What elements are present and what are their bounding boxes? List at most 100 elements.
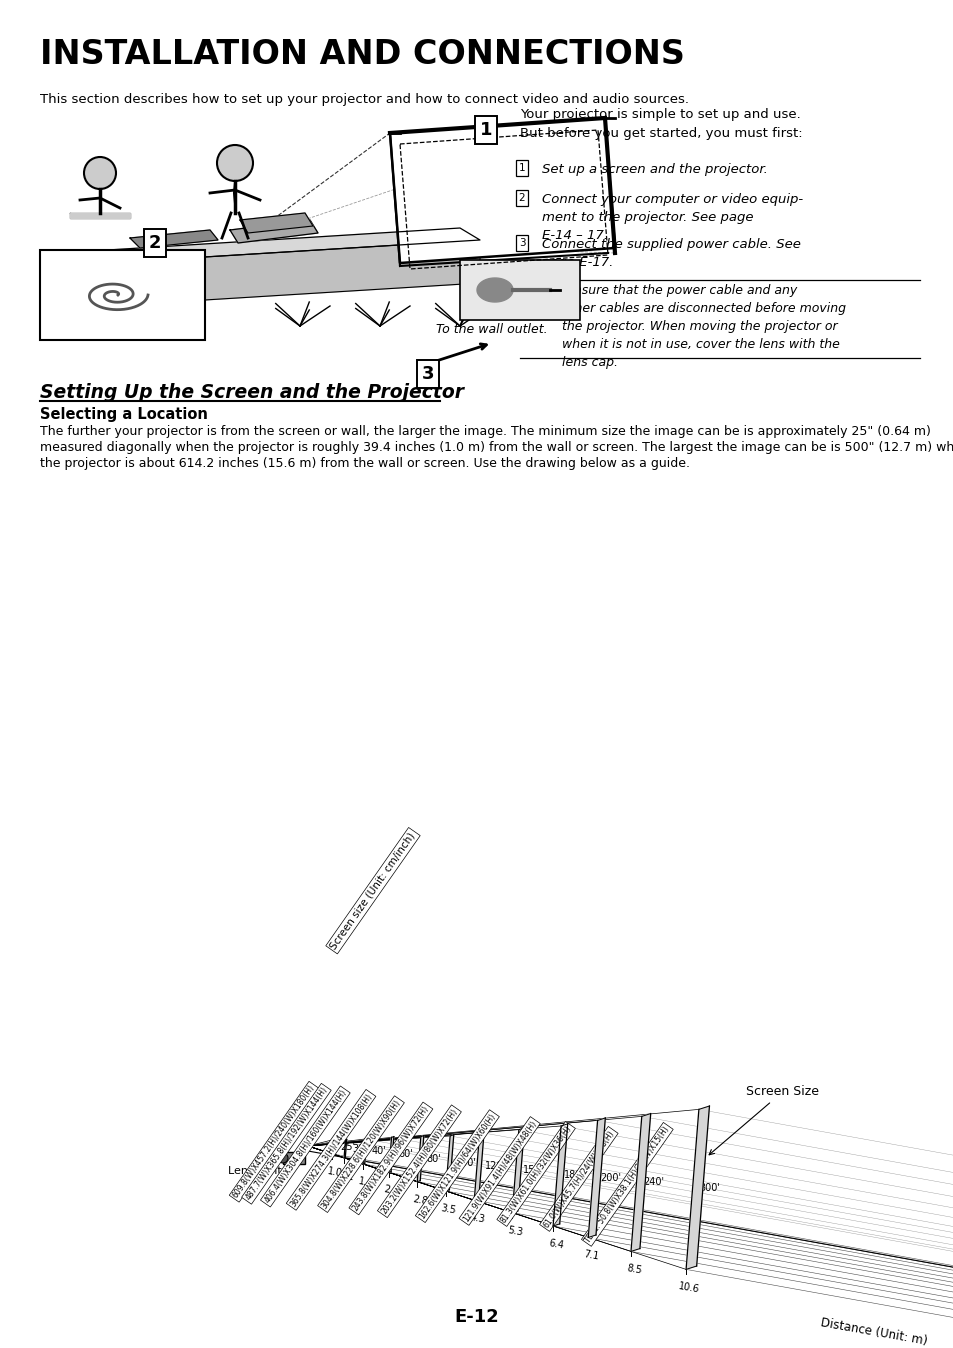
Text: 5.3: 5.3 bbox=[506, 1224, 523, 1237]
Text: 1: 1 bbox=[479, 121, 492, 139]
Polygon shape bbox=[70, 213, 130, 218]
Text: 3.5: 3.5 bbox=[440, 1202, 456, 1216]
Polygon shape bbox=[588, 1117, 605, 1237]
Polygon shape bbox=[685, 1109, 699, 1270]
Polygon shape bbox=[332, 1139, 334, 1154]
Text: 40': 40' bbox=[372, 1146, 386, 1157]
Text: Connect your computer or video equip-
ment to the projector. See page
E-14 – 17.: Connect your computer or video equip- me… bbox=[541, 193, 802, 243]
Polygon shape bbox=[474, 1131, 484, 1200]
Text: Setting Up the Screen and the Projector: Setting Up the Screen and the Projector bbox=[40, 383, 463, 402]
Bar bbox=[283, 1153, 305, 1165]
Polygon shape bbox=[445, 1136, 450, 1190]
Text: NOTE:: NOTE: bbox=[519, 284, 562, 297]
Text: 3: 3 bbox=[518, 239, 525, 248]
Text: 180': 180' bbox=[564, 1170, 584, 1180]
Text: 120': 120' bbox=[484, 1161, 505, 1170]
Circle shape bbox=[84, 156, 116, 189]
Polygon shape bbox=[344, 1140, 345, 1158]
Text: 365.8(W)X274.3(H)/144(W)X108(H): 365.8(W)X274.3(H)/144(W)X108(H) bbox=[288, 1092, 374, 1208]
Text: 1.1: 1.1 bbox=[338, 1170, 355, 1182]
Polygon shape bbox=[240, 213, 313, 233]
Text: the projector is about 614.2 inches (15.6 m) from the wall or screen. Use the dr: the projector is about 614.2 inches (15.… bbox=[40, 457, 689, 470]
Polygon shape bbox=[588, 1120, 597, 1237]
Text: 406.4(W)X304.8(H)/160(W)X144(H): 406.4(W)X304.8(H)/160(W)X144(H) bbox=[262, 1088, 348, 1205]
Text: 10.6: 10.6 bbox=[677, 1282, 700, 1295]
Text: 60': 60' bbox=[397, 1150, 413, 1159]
Text: INSTALLATION AND CONNECTIONS: INSTALLATION AND CONNECTIONS bbox=[40, 38, 684, 71]
Text: 487.7(W)X365.8(H)/192(W)X144(H): 487.7(W)X365.8(H)/192(W)X144(H) bbox=[243, 1085, 329, 1202]
Text: 81.3(W)X61.0(H)/32(W)X36(H): 81.3(W)X61.0(H)/32(W)X36(H) bbox=[498, 1124, 573, 1224]
Text: 4.3: 4.3 bbox=[468, 1212, 485, 1225]
Polygon shape bbox=[75, 240, 479, 307]
Text: 6.4: 6.4 bbox=[547, 1237, 564, 1251]
Text: 7.1: 7.1 bbox=[582, 1250, 599, 1262]
Polygon shape bbox=[553, 1126, 560, 1225]
Text: Set up a screen and the projector.: Set up a screen and the projector. bbox=[541, 163, 767, 177]
Polygon shape bbox=[512, 1130, 518, 1213]
Text: 304.8(W)X228.6(H)/120(W)X90(H): 304.8(W)X228.6(H)/120(W)X90(H) bbox=[319, 1097, 402, 1211]
Text: Lens center: Lens center bbox=[228, 1166, 293, 1175]
Text: Ensure that the power cable and any
other cables are disconnected before moving
: Ensure that the power cable and any othe… bbox=[561, 284, 845, 369]
Polygon shape bbox=[344, 1139, 346, 1158]
Text: 2: 2 bbox=[149, 235, 161, 252]
Text: 200': 200' bbox=[599, 1173, 620, 1182]
Polygon shape bbox=[388, 1136, 394, 1173]
Text: 2.8: 2.8 bbox=[412, 1193, 428, 1206]
Bar bbox=[40, 249, 205, 340]
Text: Your projector is simple to set up and use.
But before you get started, you must: Your projector is simple to set up and u… bbox=[519, 108, 801, 140]
Polygon shape bbox=[476, 278, 513, 302]
Text: 1.4: 1.4 bbox=[357, 1175, 375, 1189]
Circle shape bbox=[216, 146, 253, 181]
Polygon shape bbox=[512, 1128, 524, 1213]
Polygon shape bbox=[416, 1136, 423, 1182]
Polygon shape bbox=[553, 1124, 567, 1225]
Text: 2: 2 bbox=[518, 193, 525, 204]
Polygon shape bbox=[474, 1132, 479, 1200]
Text: Screen size (Unit: cm/inch): Screen size (Unit: cm/inch) bbox=[329, 830, 416, 950]
Polygon shape bbox=[445, 1135, 454, 1190]
Text: 609.8(W)X457.2(H)/240(W)X180(H): 609.8(W)X457.2(H)/240(W)X180(H) bbox=[232, 1084, 316, 1200]
Text: 1.0: 1.0 bbox=[326, 1166, 343, 1178]
Text: This section describes how to set up your projector and how to connect video and: This section describes how to set up you… bbox=[40, 93, 688, 106]
Text: 240': 240' bbox=[642, 1178, 663, 1188]
Text: TELE: 50.8(W)X38.1(H)/20(W)X15(H): TELE: 50.8(W)X38.1(H)/20(W)X15(H) bbox=[583, 1124, 670, 1244]
Text: Connect the supplied power cable. See
page E-17.: Connect the supplied power cable. See pa… bbox=[541, 239, 800, 270]
Polygon shape bbox=[416, 1136, 420, 1182]
Polygon shape bbox=[363, 1139, 366, 1163]
Polygon shape bbox=[363, 1139, 365, 1163]
Text: 300': 300' bbox=[699, 1182, 720, 1193]
Text: To the wall outlet.: To the wall outlet. bbox=[436, 324, 547, 336]
Polygon shape bbox=[230, 220, 317, 243]
Text: 150': 150' bbox=[522, 1165, 543, 1175]
Text: 100': 100' bbox=[456, 1158, 476, 1167]
Text: 25': 25' bbox=[340, 1142, 355, 1151]
Circle shape bbox=[277, 1153, 288, 1163]
Text: E-12: E-12 bbox=[455, 1308, 498, 1326]
Polygon shape bbox=[685, 1105, 709, 1270]
Text: 80': 80' bbox=[426, 1154, 441, 1163]
Text: Selecting a Location: Selecting a Location bbox=[40, 407, 208, 422]
Text: measured diagonally when the projector is roughly 39.4 inches (1.0 m) from the w: measured diagonally when the projector i… bbox=[40, 441, 953, 454]
Polygon shape bbox=[130, 231, 218, 248]
Text: 61.0(W)X45.7(H)/24(W)X18(H): 61.0(W)X45.7(H)/24(W)X18(H) bbox=[541, 1128, 616, 1229]
Text: 162.6(W)X121.9(H)/64(W)X60(H): 162.6(W)X121.9(H)/64(W)X60(H) bbox=[417, 1112, 497, 1220]
Text: Screen Size: Screen Size bbox=[708, 1085, 819, 1155]
Polygon shape bbox=[390, 119, 615, 263]
Polygon shape bbox=[388, 1138, 391, 1173]
Bar bbox=[459, 260, 579, 319]
Text: The further your projector is from the screen or wall, the larger the image. The: The further your projector is from the s… bbox=[40, 425, 930, 438]
Text: 121.9(W)X91.4(H)/48(W)X48(H): 121.9(W)X91.4(H)/48(W)X48(H) bbox=[460, 1119, 537, 1223]
Text: Distance (Unit: m): Distance (Unit: m) bbox=[819, 1316, 927, 1348]
Polygon shape bbox=[630, 1113, 650, 1251]
Text: 30': 30' bbox=[353, 1143, 367, 1154]
Text: 8.5: 8.5 bbox=[625, 1263, 641, 1277]
Text: 203.2(W)X152.4(H)/80(W)X72(H): 203.2(W)X152.4(H)/80(W)X72(H) bbox=[379, 1107, 458, 1216]
Polygon shape bbox=[60, 228, 479, 266]
Text: 2.1: 2.1 bbox=[383, 1185, 399, 1197]
Polygon shape bbox=[630, 1116, 641, 1251]
Text: 1: 1 bbox=[518, 163, 525, 173]
Text: 243.8(W)X182.9(H)/96(W)X72(H): 243.8(W)X182.9(H)/96(W)X72(H) bbox=[351, 1104, 431, 1213]
Text: 3: 3 bbox=[421, 365, 434, 383]
Polygon shape bbox=[332, 1140, 333, 1154]
Polygon shape bbox=[60, 253, 75, 307]
